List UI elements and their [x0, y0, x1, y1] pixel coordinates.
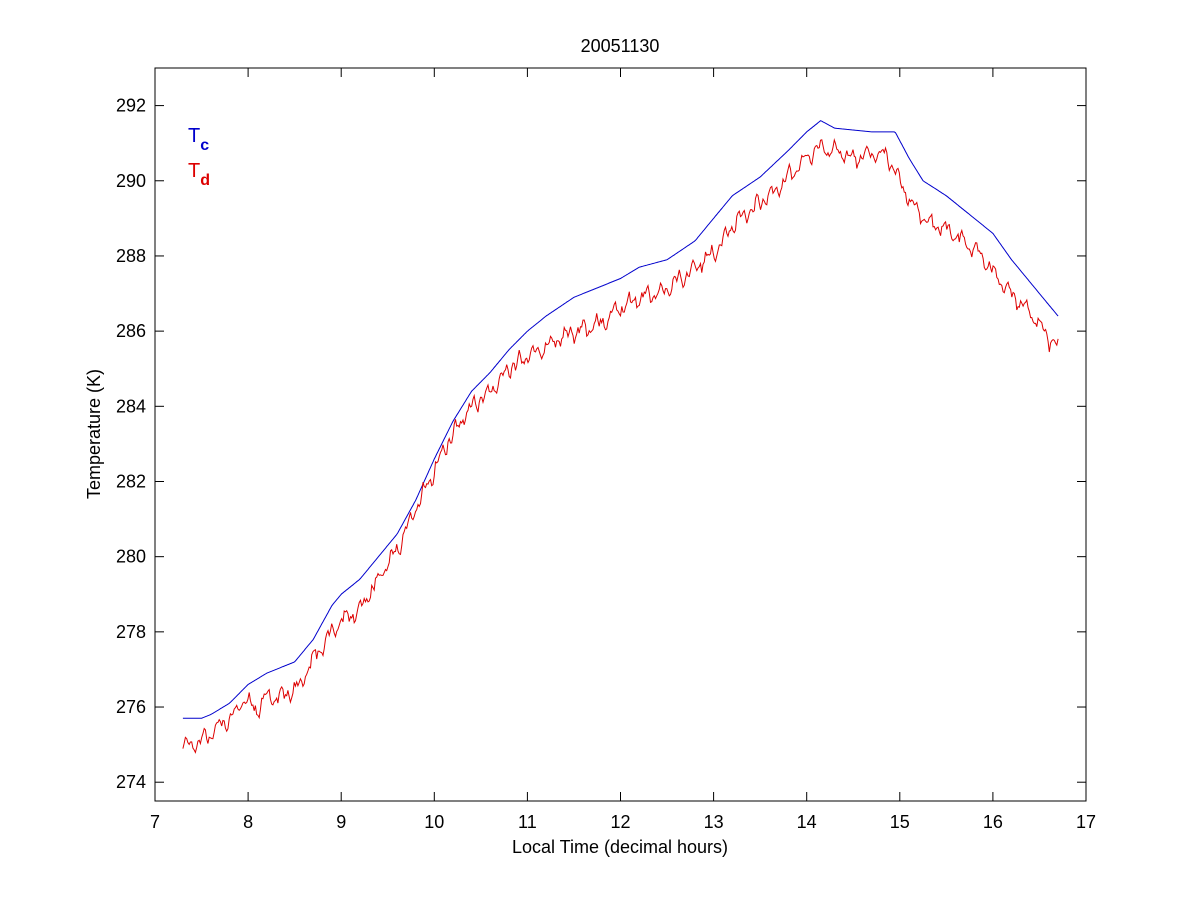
x-axis-label: Local Time (decimal hours) [512, 837, 728, 857]
y-tick-label: 288 [116, 246, 146, 266]
y-axis: 274 276 278 280 282 284 286 288 290 292 [116, 96, 1086, 792]
y-axis-label: Temperature (K) [84, 369, 104, 499]
x-axis: 7 8 9 10 11 12 13 14 15 16 17 [150, 68, 1096, 832]
x-tick-label: 13 [704, 812, 724, 832]
y-tick-label: 278 [116, 622, 146, 642]
legend-label-main: T [188, 125, 200, 147]
legend-entry: Td [188, 160, 210, 189]
x-tick-label: 11 [518, 812, 537, 832]
chart-title: 20051130 [581, 36, 660, 56]
y-tick-label: 282 [116, 471, 146, 491]
y-tick-label: 292 [116, 96, 146, 116]
legend-label-main: T [188, 160, 200, 182]
y-tick-label: 274 [116, 772, 146, 792]
x-tick-label: 8 [243, 812, 253, 832]
legend-label-subscript: d [200, 172, 210, 189]
series-line-Td [182, 138, 1059, 754]
y-tick-label: 284 [116, 396, 146, 416]
x-tick-label: 16 [983, 812, 1003, 832]
x-tick-label: 12 [610, 812, 630, 832]
series-layer [182, 120, 1059, 754]
x-tick-label: 15 [890, 812, 910, 832]
y-tick-label: 280 [116, 547, 146, 567]
legend-entry: Tc [188, 125, 209, 154]
plot-area [154, 67, 1087, 802]
x-tick-label: 17 [1076, 812, 1096, 832]
y-tick-label: 276 [116, 697, 146, 717]
legend-label-subscript: c [200, 137, 209, 154]
x-tick-label: 7 [150, 812, 160, 832]
plot-frame [154, 67, 1087, 802]
x-tick-label: 9 [336, 812, 346, 832]
x-tick-label: 14 [797, 812, 817, 832]
x-tick-label: 10 [424, 812, 444, 832]
y-tick-label: 286 [116, 321, 146, 341]
y-tick-label: 290 [116, 171, 146, 191]
series-line-Tc [182, 120, 1059, 719]
